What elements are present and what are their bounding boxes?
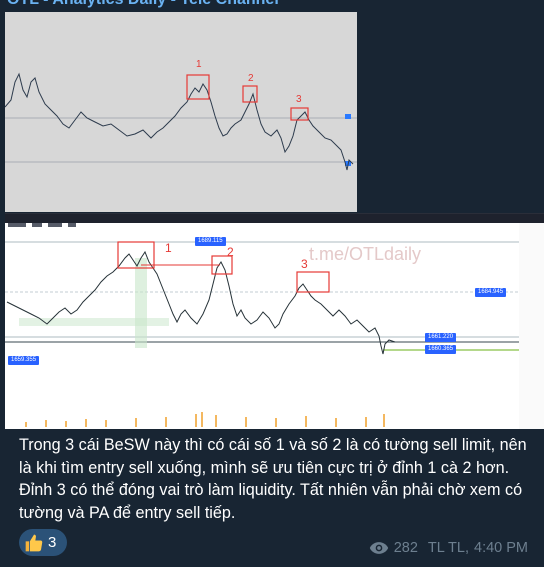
volume-bars — [25, 412, 385, 427]
message-meta: 282 TL TL, 4:40 PM — [369, 540, 528, 556]
reaction-count: 3 — [48, 534, 57, 551]
price-axis — [519, 223, 544, 429]
channel-title[interactable]: OTL - Analytics Daily - Tele Channel — [7, 0, 279, 11]
marker-label-1: 1 — [196, 59, 202, 70]
marker-box-3 — [296, 271, 330, 293]
price-tag: 1661.220 — [425, 333, 457, 342]
price-tag: 1689.115 — [195, 237, 226, 246]
marker-box-2 — [242, 85, 258, 103]
zone-box — [135, 258, 147, 348]
marker-label-3: 3 — [296, 94, 302, 105]
marker-box-1 — [117, 241, 155, 269]
thumbs-up-icon — [25, 534, 43, 551]
eye-icon — [369, 542, 388, 554]
marker-label-3: 3 — [301, 257, 308, 271]
message-text: Trong 3 cái BeSW này thì có cái số 1 và … — [19, 436, 527, 522]
view-count: 282 — [393, 540, 418, 556]
price-tag: 1659.355 — [8, 356, 40, 365]
price-tag: 1684.945 — [475, 288, 507, 297]
marker-box-3 — [290, 107, 309, 121]
marker-label-1: 1 — [165, 241, 172, 255]
price-line — [6, 250, 396, 355]
post-time: 4:40 PM — [474, 540, 528, 556]
price-line — [5, 72, 354, 171]
marker-box-1 — [186, 74, 210, 100]
chart-watermark: t.me/OTLdaily — [309, 244, 422, 264]
chart-toolbar — [5, 214, 544, 227]
marker-label-2: 2 — [227, 245, 234, 259]
chart-bottom-canvas: 1 2 3 — [5, 223, 544, 429]
reaction-button[interactable]: 3 — [19, 529, 67, 556]
price-marker — [345, 114, 351, 119]
price-tag: 1660.365 — [425, 345, 457, 354]
post-author: TL TL, — [427, 540, 469, 556]
chart-image-top[interactable]: 1 2 3 — [5, 12, 357, 212]
zone-box — [19, 318, 169, 326]
chart-image-bottom[interactable]: 1 2 3 t.me/OTLdaily 1689.115 1684.945 16… — [5, 213, 544, 429]
marker-label-2: 2 — [248, 73, 254, 84]
chart-top-canvas: 1 2 3 — [5, 59, 357, 171]
